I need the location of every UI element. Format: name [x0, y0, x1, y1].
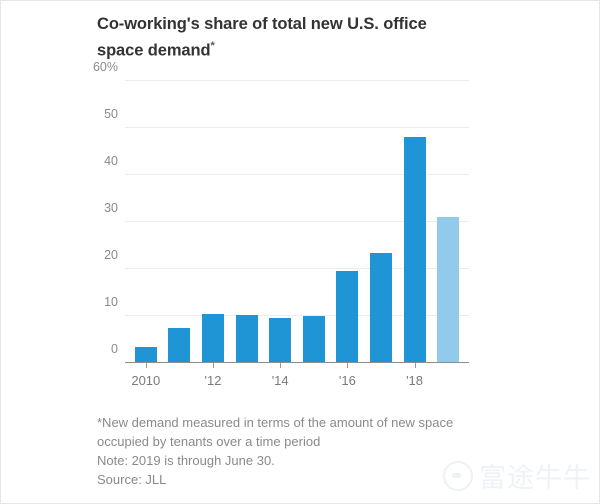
bar-slot: '18: [398, 81, 432, 388]
y-axis-tick-label: 20: [104, 248, 118, 262]
chart-footnotes: *New demand measured in terms of the amo…: [97, 413, 497, 489]
gridline: [125, 127, 469, 128]
bar-2015[interactable]: [302, 316, 325, 363]
chart-title: Co-working's share of total new U.S. off…: [97, 13, 487, 62]
gridline: [125, 315, 469, 316]
bar-2013[interactable]: [235, 315, 258, 363]
bar-2010[interactable]: [134, 346, 157, 363]
bar-slot: [163, 81, 197, 363]
bar-2014[interactable]: [269, 317, 292, 363]
footnote-asterisk-note: *New demand measured in terms of the amo…: [97, 415, 454, 449]
bar-2019[interactable]: [437, 217, 460, 363]
bar-slot: [297, 81, 331, 363]
bar-2016[interactable]: [336, 271, 359, 363]
bar-slot: [364, 81, 398, 363]
bar-slot: 2010: [129, 81, 163, 388]
gridline: [125, 174, 469, 175]
bar-2017[interactable]: [369, 252, 392, 363]
gridline: [125, 80, 469, 81]
y-axis-tick-label: 10: [104, 295, 118, 309]
x-axis-baseline: [125, 361, 469, 363]
y-axis-tick-label: 50: [104, 107, 118, 121]
bar-slot: '12: [196, 81, 230, 388]
x-axis-tick-label: 2010: [131, 373, 161, 388]
gridline: [125, 221, 469, 222]
x-axis-tick-label: '18: [406, 373, 424, 388]
bar-2018[interactable]: [403, 137, 426, 363]
bar-slot: '16: [331, 81, 365, 388]
x-axis-tick-label: '12: [204, 373, 222, 388]
x-axis-tick-label: '16: [338, 373, 356, 388]
plot-inner: 60% 50 40 30 20 10 0 2010'12'14'16'18: [93, 60, 469, 388]
title-footnote-marker: *: [210, 40, 215, 52]
x-axis-tick-mark: [280, 363, 282, 368]
bar-slot: [230, 81, 264, 363]
y-axis-tick-label: 0: [111, 342, 118, 356]
x-axis-tick-label: '14: [271, 373, 289, 388]
x-axis-tick-mark: [212, 363, 214, 368]
x-axis-tick-mark: [145, 363, 147, 368]
footnote-source: Source: JLL: [97, 472, 167, 487]
x-axis-tick-mark: [347, 363, 349, 368]
bar-2011[interactable]: [168, 327, 191, 363]
y-axis-tick-label: 40: [104, 154, 118, 168]
gridline: [125, 268, 469, 269]
x-axis-tick-mark: [414, 363, 416, 368]
chart-title-line-2: space demand: [97, 41, 211, 60]
bar-slot: '14: [263, 81, 297, 388]
chart-title-line-1: Co-working's share of total new U.S. off…: [97, 15, 427, 33]
bar-slot: [431, 81, 465, 363]
y-axis-tick-label: 30: [104, 201, 118, 215]
bars-group: 2010 '12 '14 '16 '18: [125, 81, 469, 388]
bar-2012[interactable]: [201, 313, 224, 363]
chart-plot-area: 60% 50 40 30 20 10 0 2010'12'14'16'18: [93, 60, 469, 388]
footnote-note: Note: 2019 is through June 30.: [97, 453, 275, 468]
y-axis-tick-label: 60%: [92, 60, 118, 74]
